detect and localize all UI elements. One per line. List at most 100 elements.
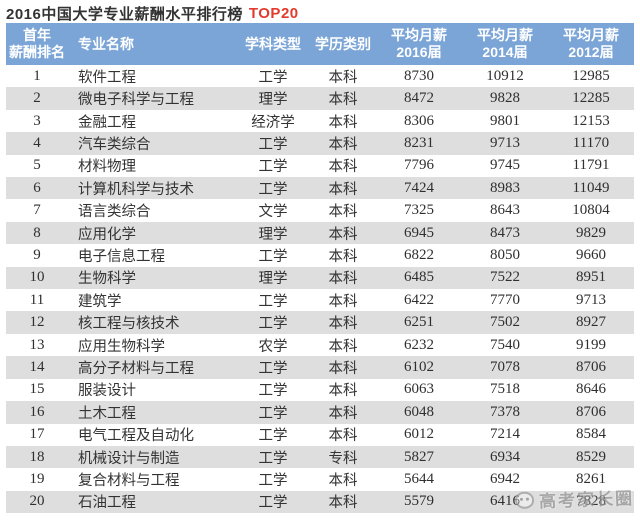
- salary-2016-cell: 6012: [404, 426, 434, 443]
- salary-2016-cell: 6048: [404, 403, 434, 420]
- table-row: 18 机械设计与制造 工学 专科 5827 6934 8529: [6, 445, 634, 469]
- degree-type-cell: 本科: [328, 338, 358, 355]
- table-body: 1 软件工程 工学 本科 8730 10912 12985 2 微电子科学与工程 理学 本科 8472…: [6, 65, 634, 514]
- salary-2012-cell: 9660: [576, 246, 606, 263]
- table-row: 14 高分子材料与工程 工学 本科 6102 7078 8706: [6, 356, 634, 379]
- page-title-text: 2016中国大学专业薪酬水平排行榜: [6, 5, 243, 23]
- rank-cell: 2: [33, 90, 41, 107]
- salary-2016-cell: 6251: [404, 314, 434, 331]
- table-header-row: 首年 薪酬排名 专业名称 学科类型 学历类别 平均月薪 2016届 平均月薪 2014届 平均月薪…: [6, 23, 634, 65]
- major-name-cell: 复合材料与工程: [78, 473, 180, 490]
- salary-2014-cell: 7518: [490, 381, 520, 398]
- major-name-cell: 应用生物科学: [78, 338, 165, 355]
- rank-cell: 18: [29, 448, 45, 465]
- degree-type-cell: 本科: [328, 383, 358, 400]
- subject-type-cell: 文学: [258, 204, 288, 221]
- degree-type-cell: 本科: [328, 92, 358, 109]
- salary-2016-cell: 6822: [404, 246, 434, 263]
- rank-cell: 3: [33, 112, 41, 129]
- table-row: 8 应用化学 理学 本科 6945 8473 9829: [6, 221, 634, 245]
- salary-2012-cell: 8646: [576, 381, 606, 398]
- subject-type-cell: 工学: [258, 248, 288, 265]
- subject-type-cell: 工学: [258, 450, 288, 467]
- degree-type-cell: 本科: [328, 405, 358, 422]
- table-row: 10 生物科学 理学 本科 6485 7522 8951: [6, 266, 634, 290]
- salary-2014-cell: 8983: [490, 179, 520, 196]
- rank-cell: 15: [29, 381, 45, 398]
- salary-2014-cell: 7522: [490, 269, 520, 286]
- degree-type-cell: 本科: [328, 271, 358, 288]
- degree-type-cell: 本科: [328, 226, 358, 243]
- major-name-cell: 服装设计: [78, 383, 136, 400]
- major-name-cell: 核工程与核技术: [78, 316, 180, 333]
- salary-2014-cell: 9745: [490, 157, 520, 174]
- table-row: 16 土木工程 工学 本科 6048 7378 8706: [6, 401, 634, 424]
- salary-2016-cell: 6945: [404, 224, 434, 241]
- salary-2012-cell: 10804: [572, 202, 610, 219]
- major-name-cell: 应用化学: [78, 226, 136, 243]
- salary-2016-cell: 6422: [404, 291, 434, 308]
- salary-2016-cell: 6485: [404, 269, 434, 286]
- major-name-cell: 生物科学: [78, 271, 136, 288]
- degree-type-cell: 本科: [328, 114, 358, 131]
- major-name-cell: 汽车类综合: [78, 136, 151, 153]
- salary-2012-cell: 8927: [576, 314, 606, 331]
- subject-type-cell: 理学: [258, 271, 288, 288]
- major-name-cell: 建筑学: [78, 293, 122, 310]
- table-row: 2 微电子科学与工程 理学 本科 8472 9828 12285: [6, 87, 634, 110]
- salary-2016-cell: 8306: [404, 112, 434, 129]
- salary-2012-cell: 11049: [572, 179, 610, 196]
- salary-2014-cell: 7770: [490, 291, 520, 308]
- major-name-cell: 微电子科学与工程: [78, 92, 194, 109]
- degree-type-cell: 本科: [328, 473, 358, 490]
- rank-cell: 5: [33, 157, 41, 174]
- major-name-cell: 机械设计与制造: [78, 450, 180, 467]
- salary-2016-cell: 6063: [404, 381, 434, 398]
- rank-cell: 20: [29, 493, 45, 510]
- subject-type-cell: 工学: [258, 293, 288, 310]
- subject-type-cell: 工学: [258, 473, 288, 490]
- subject-type-cell: 理学: [258, 226, 288, 243]
- salary-2014-cell: 7378: [490, 403, 520, 420]
- rank-cell: 19: [29, 471, 45, 488]
- salary-2016-cell: 5827: [404, 448, 434, 465]
- degree-type-cell: 专科: [328, 450, 358, 467]
- degree-type-cell: 本科: [328, 181, 358, 198]
- table-row: 3 金融工程 经济学 本科 8306 9801 12153: [6, 109, 634, 133]
- rank-cell: 6: [33, 179, 41, 196]
- subject-type-cell: 工学: [258, 405, 288, 422]
- salary-2016-cell: 8472: [404, 90, 434, 107]
- rank-cell: 4: [33, 134, 41, 151]
- subject-type-cell: 工学: [258, 360, 288, 377]
- major-name-cell: 材料物理: [78, 159, 136, 176]
- salary-2012-cell: 11791: [572, 157, 610, 174]
- salary-2012-cell: 12285: [572, 90, 610, 107]
- salary-2012-cell: 8529: [576, 448, 606, 465]
- table-row: 7 语言类综合 文学 本科 7325 8643 10804: [6, 199, 634, 222]
- salary-2014-cell: 10912: [486, 67, 524, 84]
- salary-2016-cell: 7796: [404, 157, 434, 174]
- major-name-cell: 石油工程: [78, 495, 136, 512]
- subject-type-cell: 工学: [258, 136, 288, 153]
- column-header: 平均月薪 2016届: [391, 27, 447, 60]
- degree-type-cell: 本科: [328, 204, 358, 221]
- salary-2014-cell: 9801: [490, 112, 520, 129]
- salary-2012-cell: 8706: [576, 358, 606, 375]
- major-name-cell: 高分子材料与工程: [78, 360, 194, 377]
- salary-2014-cell: 7502: [490, 314, 520, 331]
- rank-cell: 16: [29, 403, 45, 420]
- subject-type-cell: 工学: [258, 316, 288, 333]
- salary-2012-cell: 7828: [576, 493, 606, 510]
- salary-2014-cell: 8050: [490, 246, 520, 263]
- subject-type-cell: 工学: [258, 383, 288, 400]
- salary-2012-cell: 8951: [576, 269, 606, 286]
- column-header: 平均月薪 2012届: [563, 27, 619, 60]
- rank-cell: 1: [33, 67, 41, 84]
- salary-2016-cell: 5644: [404, 471, 434, 488]
- table-row: 4 汽车类综合 工学 本科 8231 9713 11170: [6, 132, 634, 155]
- rank-cell: 14: [29, 358, 45, 375]
- table-row: 6 计算机科学与技术 工学 本科 7424 8983 11049: [6, 177, 634, 200]
- major-name-cell: 金融工程: [78, 114, 136, 131]
- rank-cell: 13: [29, 336, 45, 353]
- major-name-cell: 电气工程及自动化: [78, 428, 194, 445]
